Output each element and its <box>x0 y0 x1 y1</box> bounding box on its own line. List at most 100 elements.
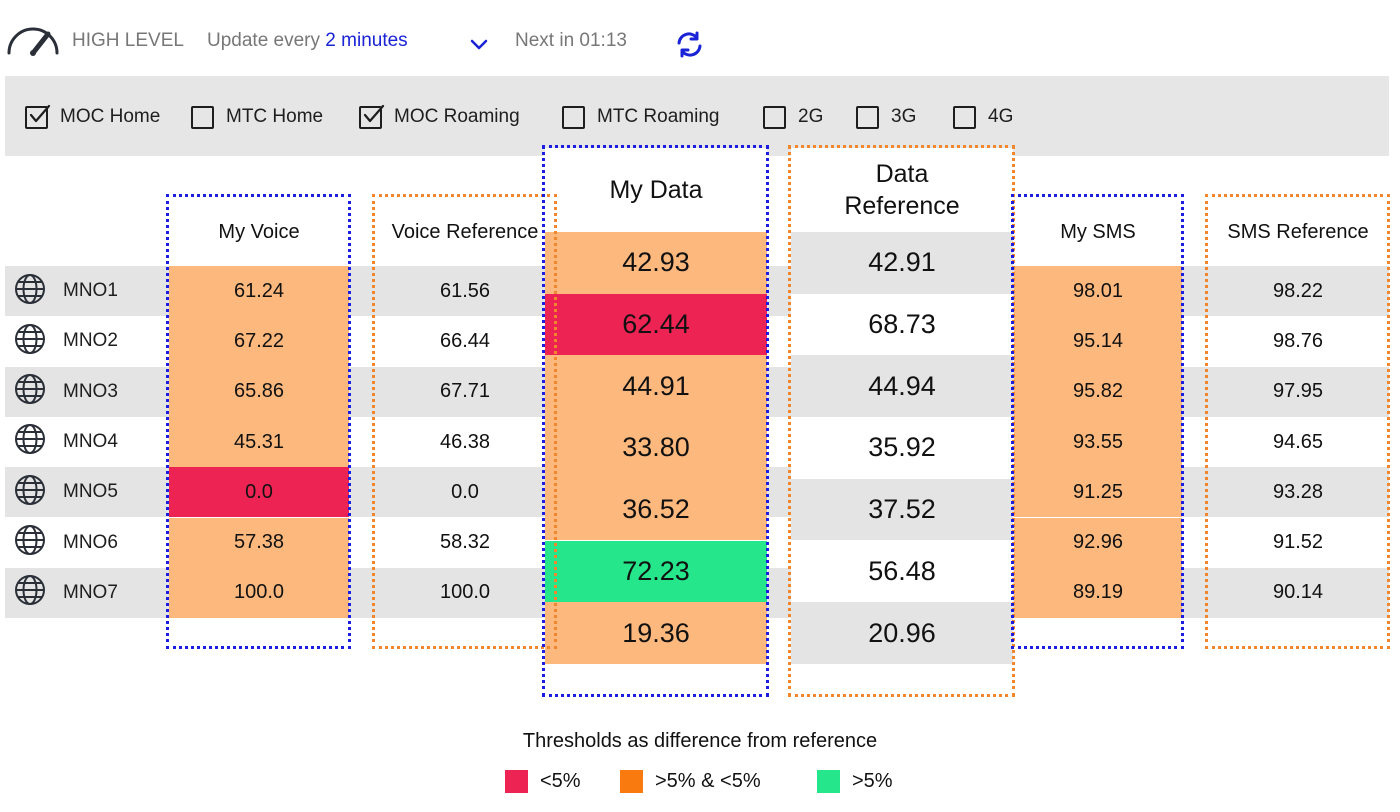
column-header-voice_ref[interactable]: Voice Reference <box>391 220 539 243</box>
metric-cell: 97.95 <box>1272 380 1324 403</box>
column-footer <box>791 663 1013 696</box>
legend-item-orange: >5% & <5% <box>620 770 761 793</box>
filter-moc-roaming[interactable]: MOC Roaming <box>359 104 520 130</box>
legend-item-green: >5% <box>817 770 893 793</box>
filter-mtc-roaming[interactable]: MTC Roaming <box>562 104 719 130</box>
metric-cell: 58.32 <box>439 531 491 554</box>
column-header-my_voice[interactable]: My Voice <box>218 220 300 243</box>
filter-label: MOC Home <box>60 106 161 127</box>
globe-icon <box>14 423 46 460</box>
metric-cell: 93.55 <box>1014 416 1182 468</box>
checkbox-icon <box>359 104 385 129</box>
column-sms_ref-bg <box>1208 197 1388 266</box>
checkbox-icon <box>763 105 786 129</box>
column-my_data-bg <box>545 148 767 232</box>
checkbox-icon <box>191 105 214 129</box>
legend-title: Thresholds as difference from reference <box>522 730 878 752</box>
metric-cell: 20.96 <box>791 602 1013 664</box>
metric-cell: 91.52 <box>1272 531 1324 554</box>
metric-cell: 98.01 <box>1014 266 1182 317</box>
operator-cell: MNO3 <box>14 367 118 417</box>
column-footer <box>1014 618 1182 648</box>
legend-swatch <box>505 770 528 793</box>
filter-bar: MOC Home MTC Home MOC Roaming MTC Roamin… <box>5 76 1389 156</box>
operator-name: MNO1 <box>63 280 118 301</box>
column-my_sms-bg <box>1014 197 1182 266</box>
legend-item-red: <5% <box>505 770 581 793</box>
checkbox-icon <box>856 105 879 129</box>
checkbox-icon <box>562 105 585 129</box>
gauge-icon <box>5 22 63 61</box>
chevron-down-icon[interactable] <box>470 38 488 56</box>
column-footer <box>545 663 767 696</box>
operator-name: MNO5 <box>63 481 118 503</box>
operator-cell: MNO2 <box>14 316 118 366</box>
metric-cell: 46.38 <box>439 430 491 453</box>
operator-cell: MNO5 <box>14 467 118 517</box>
metric-cell: 89.19 <box>1014 567 1182 619</box>
update-interval-prefix: Update every <box>207 30 321 51</box>
operator-name: MNO7 <box>63 581 118 603</box>
metric-cell: 62.44 <box>545 293 767 356</box>
metric-cell: 95.82 <box>1014 366 1182 417</box>
operator-name: MNO4 <box>63 430 118 452</box>
operator-cell: MNO7 <box>14 568 118 618</box>
metric-cell: 98.22 <box>1272 279 1324 302</box>
legend-label: <5% <box>540 770 581 792</box>
operator-name: MNO2 <box>63 330 118 352</box>
column-header-sms_ref[interactable]: SMS Reference <box>1227 220 1369 243</box>
metric-cell: 61.24 <box>169 266 349 317</box>
column-my_voice-bg <box>169 197 349 266</box>
globe-icon <box>14 574 46 611</box>
metric-cell: 92.96 <box>1014 517 1182 568</box>
metric-cell: 90.14 <box>1272 581 1324 604</box>
operator-cell: MNO4 <box>14 417 118 467</box>
metric-cell: 0.0 <box>451 480 479 503</box>
globe-icon <box>14 474 46 511</box>
metric-cell: 100.0 <box>439 581 491 604</box>
globe-icon <box>14 373 46 410</box>
metric-cell: 44.91 <box>545 355 767 418</box>
metric-cell: 65.86 <box>169 366 349 417</box>
metric-cell: 37.52 <box>791 478 1013 541</box>
metric-cell: 57.38 <box>169 517 349 568</box>
filter-mtc-home[interactable]: MTC Home <box>191 104 323 130</box>
filter-label: 3G <box>891 106 917 127</box>
metric-cell: 45.31 <box>169 416 349 468</box>
metric-cell: 68.73 <box>791 293 1013 356</box>
filter-3g[interactable]: 3G <box>856 104 916 130</box>
filter-4g[interactable]: 4G <box>953 104 1013 130</box>
update-interval-select[interactable]: Update every 2 minutes <box>207 30 408 52</box>
page-title: HIGH LEVEL <box>72 30 184 51</box>
metric-cell: 42.91 <box>791 232 1013 294</box>
checkbox-icon <box>953 105 976 129</box>
metric-cell: 100.0 <box>169 567 349 619</box>
metric-cell: 42.93 <box>545 232 767 294</box>
filter-label: MTC Roaming <box>597 106 720 127</box>
update-interval-value: 2 minutes <box>325 30 408 51</box>
filter-2g[interactable]: 2G <box>763 104 823 130</box>
metric-cell: 56.48 <box>791 540 1013 603</box>
filter-label: MOC Roaming <box>394 106 520 127</box>
metric-cell: 0.0 <box>169 467 349 518</box>
metric-cell: 95.14 <box>1014 316 1182 367</box>
metric-cell: 98.76 <box>1272 329 1324 352</box>
column-footer <box>169 618 349 648</box>
column-data_ref-bg <box>791 148 1013 232</box>
filter-moc-home[interactable]: MOC Home <box>25 104 160 130</box>
metric-cell: 67.22 <box>169 316 349 367</box>
operator-name: MNO3 <box>63 380 118 402</box>
column-header-data_ref[interactable]: Data Reference <box>844 160 960 220</box>
legend-swatch <box>620 770 643 793</box>
globe-icon <box>14 323 46 360</box>
refresh-icon[interactable] <box>675 30 704 64</box>
metric-cell: 33.80 <box>545 417 767 479</box>
column-header-my_sms[interactable]: My SMS <box>1060 220 1136 243</box>
metric-cell: 67.71 <box>439 380 491 403</box>
operator-name: MNO6 <box>63 531 118 553</box>
metric-cell: 44.94 <box>791 355 1013 418</box>
column-header-my_data[interactable]: My Data <box>609 176 703 204</box>
metric-cell: 66.44 <box>439 329 491 352</box>
metric-cell: 61.56 <box>439 279 491 302</box>
column-voice_ref-bg <box>375 197 555 266</box>
